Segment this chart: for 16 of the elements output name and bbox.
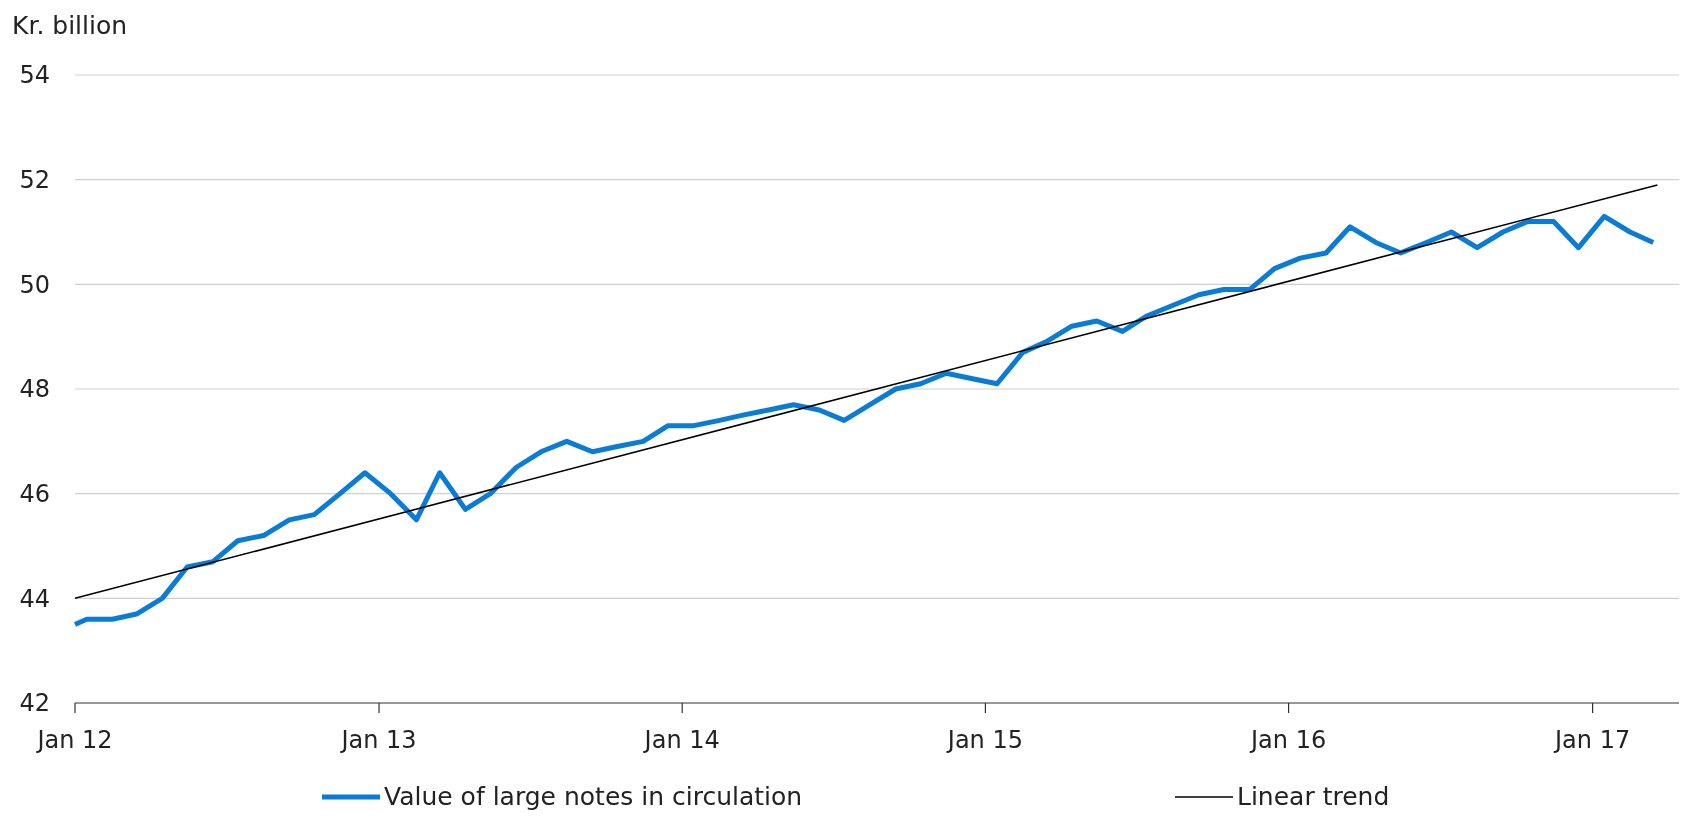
y-tick-label: 46 xyxy=(19,480,50,509)
legend-label: Linear trend xyxy=(1237,782,1390,811)
legend-label: Value of large notes in circulation xyxy=(384,782,803,811)
y-tick-label: 50 xyxy=(19,270,50,299)
y-axis-title: Kr. billion xyxy=(12,11,128,40)
x-tick-label: Jan 16 xyxy=(1249,726,1327,754)
y-tick-label: 44 xyxy=(19,584,50,613)
x-tick-label: Jan 13 xyxy=(339,726,417,754)
x-tick-label: Jan 14 xyxy=(642,726,720,754)
y-tick-label: 42 xyxy=(19,689,50,718)
y-tick-label: 48 xyxy=(19,375,50,404)
x-tick-label: Jan 17 xyxy=(1553,726,1631,754)
y-tick-label: 52 xyxy=(19,166,50,195)
x-tick-label: Jan 12 xyxy=(35,726,113,754)
y-tick-label: 54 xyxy=(19,61,50,90)
x-tick-label: Jan 15 xyxy=(945,726,1023,754)
